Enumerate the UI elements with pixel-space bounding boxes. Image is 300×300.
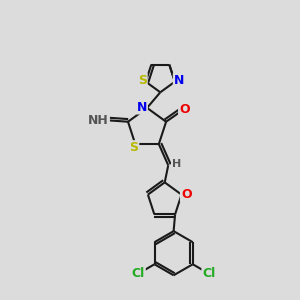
Text: Cl: Cl — [132, 267, 145, 280]
Text: S: S — [138, 74, 147, 87]
Text: N: N — [136, 100, 147, 113]
Text: NH: NH — [88, 114, 109, 127]
Text: O: O — [181, 188, 191, 201]
Text: O: O — [179, 103, 190, 116]
Text: Cl: Cl — [202, 267, 216, 280]
Text: S: S — [129, 141, 138, 154]
Text: N: N — [174, 74, 184, 87]
Text: H: H — [172, 159, 181, 169]
